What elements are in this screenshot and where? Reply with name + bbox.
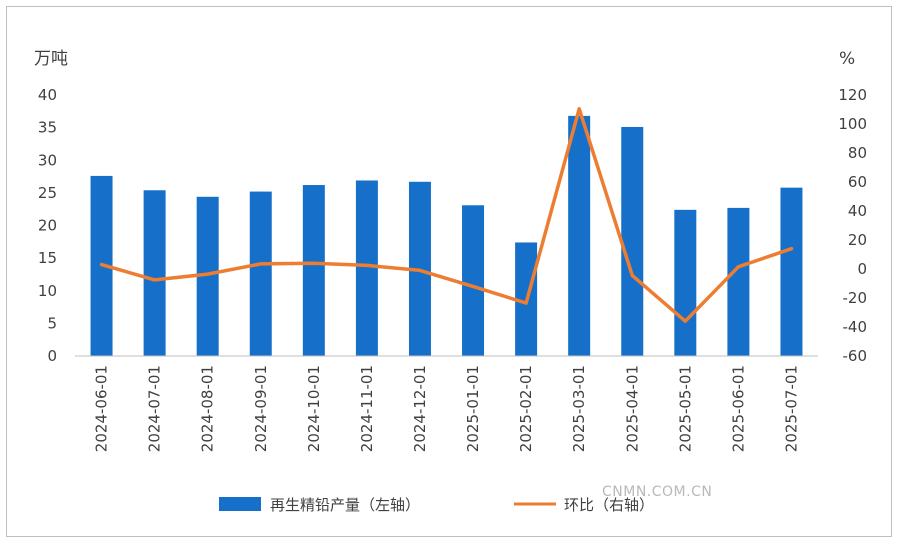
bar xyxy=(621,126,644,356)
right-tick-label: -60 xyxy=(843,347,868,365)
mom-point xyxy=(683,319,687,323)
mom-point xyxy=(312,261,316,265)
right-tick-label: -40 xyxy=(843,318,868,336)
x-tick-label: 2024-09-01 xyxy=(252,365,270,452)
mom-point xyxy=(789,247,793,251)
legend-label-mom: 环比（右轴） xyxy=(564,496,654,514)
mom-point xyxy=(153,278,157,282)
right-tick-label: 120 xyxy=(838,86,867,104)
mom-point xyxy=(471,284,475,288)
right-axis-unit: % xyxy=(839,49,855,69)
bar xyxy=(249,191,272,356)
bar xyxy=(196,196,219,356)
watermark: CNMN.COM.CN xyxy=(602,484,712,500)
left-tick-label: 5 xyxy=(47,314,57,332)
left-tick-label: 25 xyxy=(38,184,57,202)
legend-swatch-production xyxy=(219,497,261,511)
x-tick-label: 2024-11-01 xyxy=(358,365,376,452)
bar xyxy=(568,115,591,356)
x-tick-label: 2025-07-01 xyxy=(782,365,800,452)
x-tick-label: 2024-12-01 xyxy=(411,365,429,452)
x-tick-label: 2025-04-01 xyxy=(623,365,641,452)
right-tick-label: 0 xyxy=(857,260,867,278)
left-axis-unit: 万吨 xyxy=(34,49,68,69)
x-tick-label: 2025-05-01 xyxy=(676,365,694,452)
right-tick-label: 20 xyxy=(848,231,867,249)
x-tick-label: 2025-01-01 xyxy=(464,365,482,452)
right-tick-label: 80 xyxy=(848,144,867,162)
bar xyxy=(727,207,750,356)
mom-point xyxy=(418,268,422,272)
left-tick-label: 40 xyxy=(38,86,57,104)
bar xyxy=(780,187,803,356)
mom-point xyxy=(259,262,263,266)
x-tick-label: 2024-06-01 xyxy=(93,365,111,452)
left-tick-label: 10 xyxy=(38,282,57,300)
legend: 再生精铅产量（左轴） 环比（右轴） xyxy=(219,496,654,514)
left-tick-label: 20 xyxy=(38,217,57,235)
bar xyxy=(674,209,697,356)
bar xyxy=(302,185,325,356)
left-tick-label: 0 xyxy=(47,347,57,365)
mom-point xyxy=(100,263,104,267)
bar xyxy=(462,205,485,356)
x-tick-label: 2024-10-01 xyxy=(305,365,323,452)
left-tick-label: 15 xyxy=(38,249,57,267)
x-tick-label: 2025-03-01 xyxy=(570,365,588,452)
x-tick-label: 2024-07-01 xyxy=(146,365,164,452)
mom-point xyxy=(206,272,210,276)
mom-point xyxy=(524,301,528,305)
x-tick-label: 2024-08-01 xyxy=(199,365,217,452)
legend-label-production: 再生精铅产量（左轴） xyxy=(270,496,420,514)
x-tick-label: 2025-02-01 xyxy=(517,365,535,452)
mom-point xyxy=(365,263,369,267)
bar xyxy=(143,190,166,356)
mom-line xyxy=(99,107,794,323)
mom-point xyxy=(577,107,581,111)
left-tick-label: 35 xyxy=(38,119,57,137)
right-tick-label: 100 xyxy=(838,115,867,133)
mom-point xyxy=(630,274,634,278)
mom-point xyxy=(736,265,740,269)
bar xyxy=(355,180,378,356)
left-tick-label: 30 xyxy=(38,151,57,169)
x-tick-label: 2025-06-01 xyxy=(729,365,747,452)
right-tick-label: 60 xyxy=(848,173,867,191)
chart-frame xyxy=(6,6,892,537)
right-tick-label: -20 xyxy=(843,289,868,307)
right-tick-label: 40 xyxy=(848,202,867,220)
